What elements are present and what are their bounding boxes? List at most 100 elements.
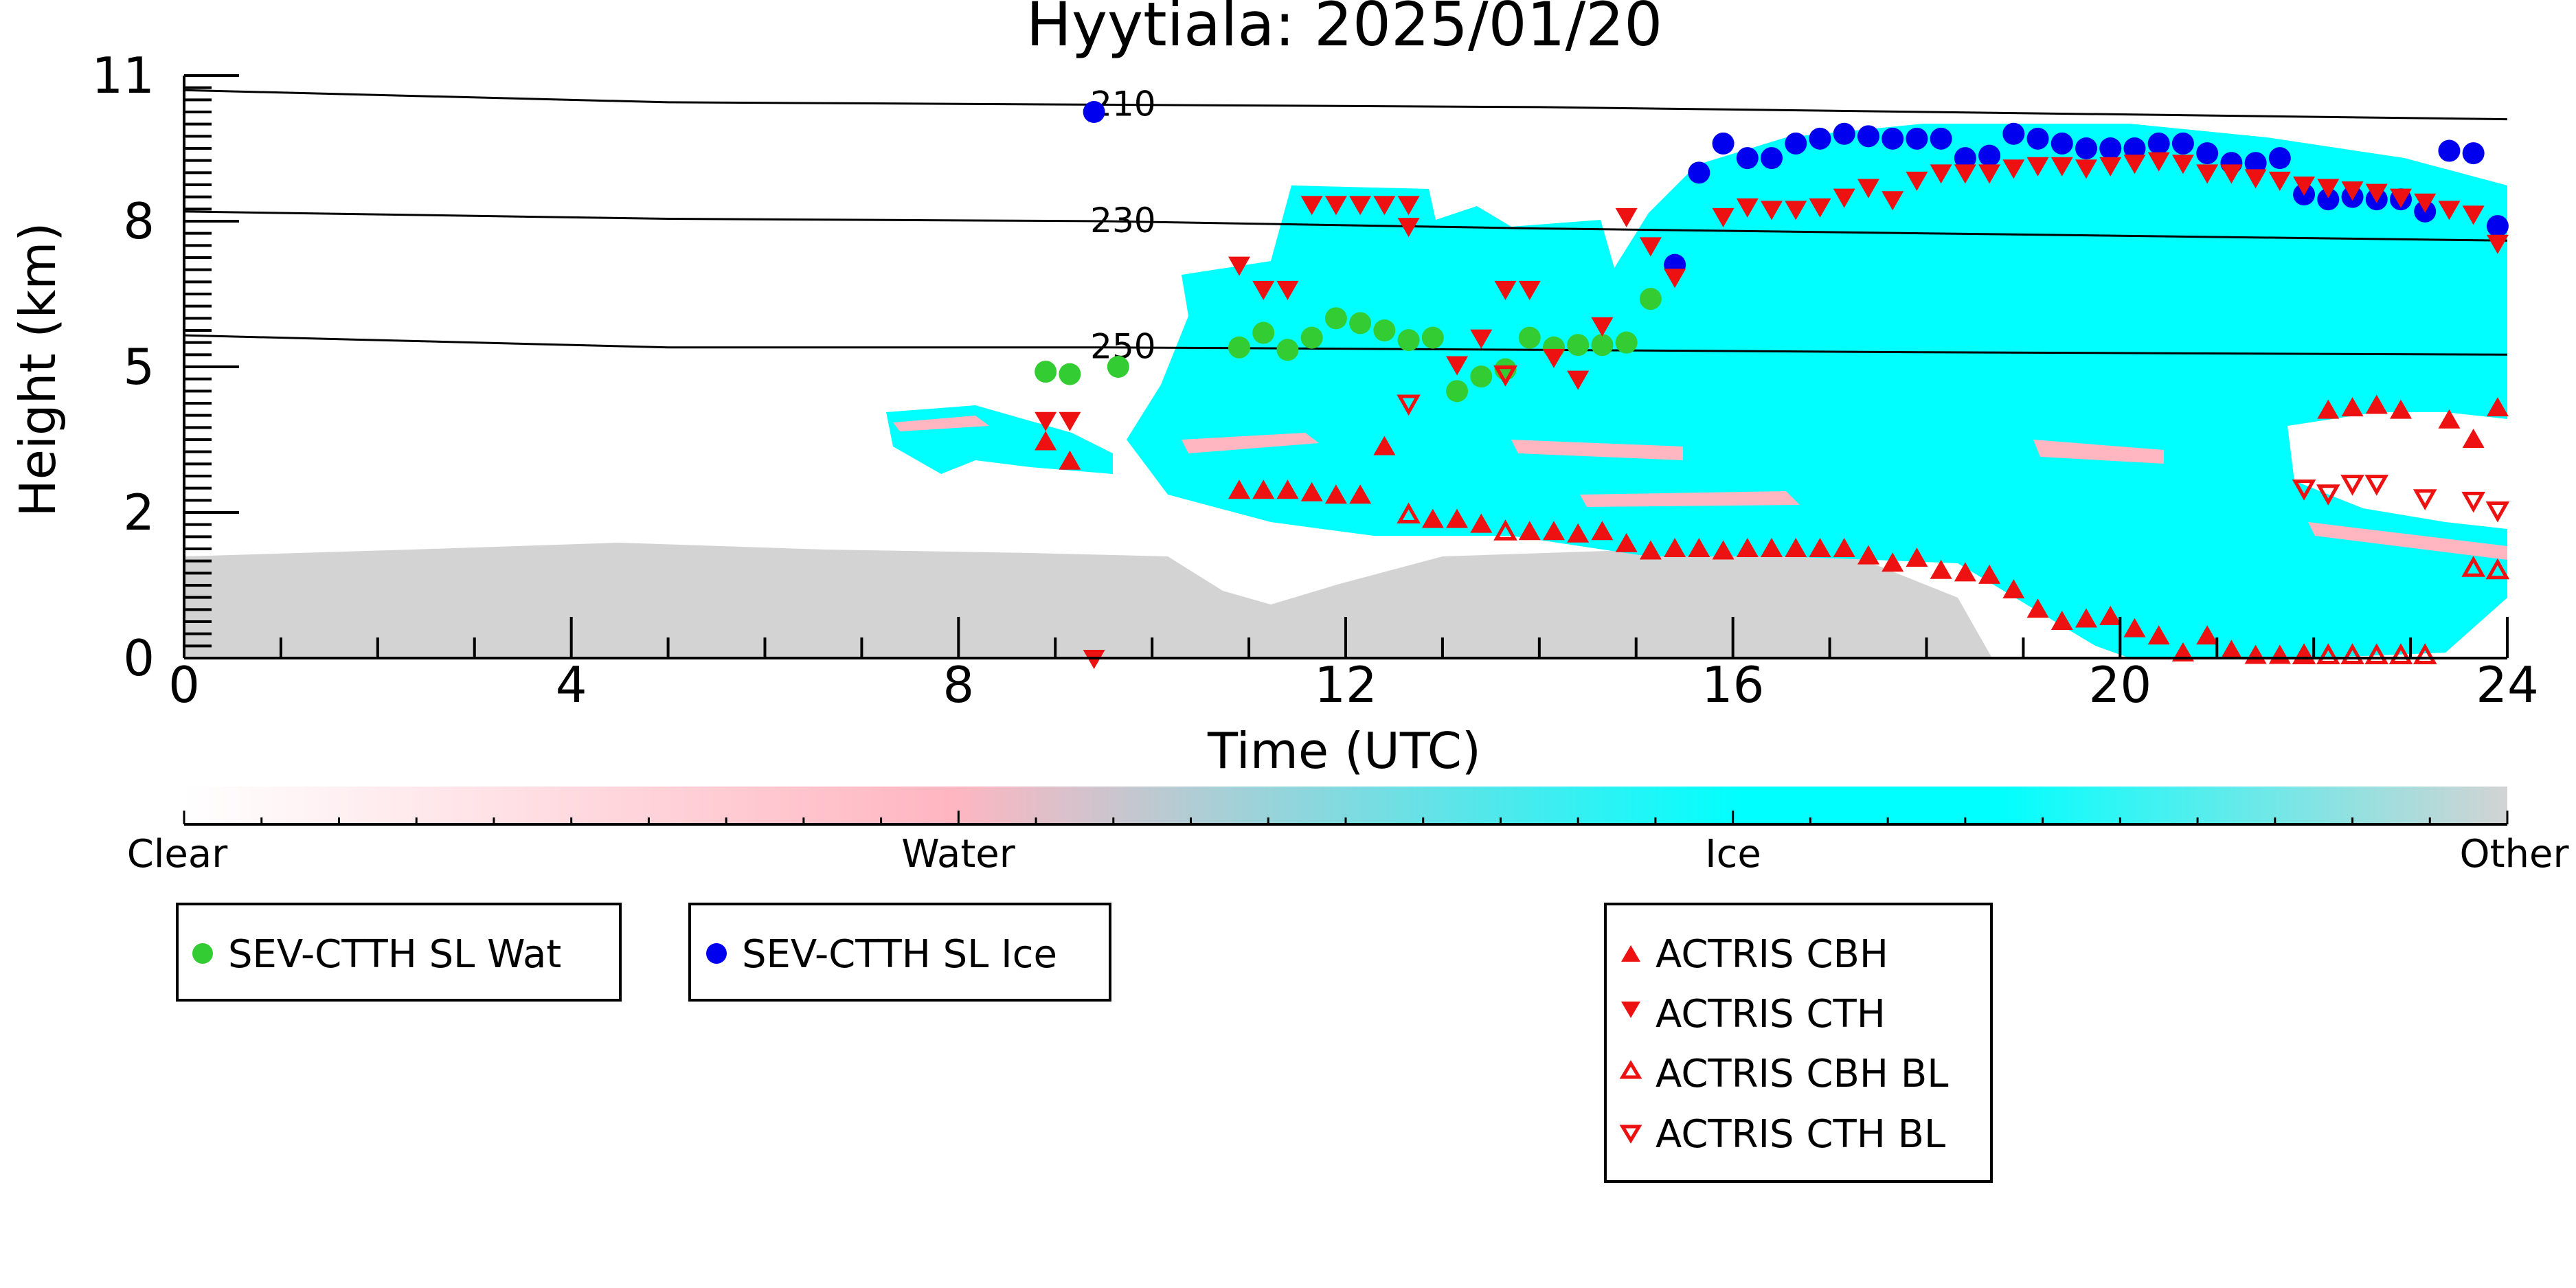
marker-actris-cth	[1228, 256, 1250, 276]
clear-hole	[2287, 412, 2507, 529]
marker-actris-cth	[2026, 157, 2049, 177]
water-layer-6	[2308, 522, 2507, 560]
marker-sev-ctth-sl-wat	[1252, 321, 1275, 344]
marker-actris-cth	[2244, 169, 2267, 189]
marker-actris-cth	[2147, 152, 2170, 172]
ice-class-region-left	[886, 405, 1113, 474]
marker-actris-cth-bl	[2340, 475, 2364, 496]
marker-actris-cth	[1978, 164, 2001, 184]
classification-background	[184, 124, 2507, 658]
marker-sev-ctth-sl-ice	[1736, 147, 1759, 170]
marker-actris-cth	[1882, 191, 1904, 211]
marker-actris-cbh	[1978, 564, 2001, 584]
marker-actris-cbh	[1930, 559, 1952, 579]
marker-actris-cbh	[1591, 521, 1614, 541]
marker-actris-cth	[2341, 181, 2364, 201]
marker-actris-cbh	[2317, 399, 2340, 419]
marker-sev-ctth-sl-wat	[1397, 329, 1420, 352]
marker-actris-cbh	[1615, 532, 1638, 552]
marker-actris-cth	[1324, 196, 1347, 216]
marker-actris-cbh	[1059, 450, 1081, 470]
marker-actris-cth-bl	[1493, 365, 1517, 387]
classification-colorbar: Clear Water Ice Other	[127, 787, 2569, 877]
legend-label-actris-cth: ACTRIS CTH	[1656, 992, 1886, 1037]
marker-sev-ctth-sl-ice	[2196, 142, 2219, 165]
legend-box-sev-ice	[688, 903, 1111, 1002]
y-axis-label: Height (km)	[9, 223, 67, 517]
legend-actris: ACTRIS CBH ACTRIS CTH ACTRIS CBH BL ACTR…	[1604, 903, 1993, 1183]
legend-sev-ice: SEV-CTTH SL Ice	[688, 903, 1111, 1002]
x-tick-label: 20	[2089, 656, 2152, 714]
x-tick-label: 24	[2476, 656, 2539, 714]
legend-sev-wat: SEV-CTTH SL Wat	[176, 903, 622, 1002]
contour-line-230	[183, 210, 2508, 242]
marker-actris-cth	[1518, 280, 1541, 300]
marker-sev-ctth-sl-wat	[1639, 288, 1662, 310]
marker-actris-cth	[1664, 269, 1686, 289]
marker-actris-cbh	[1833, 538, 1855, 557]
marker-sev-ctth-sl-wat	[1567, 334, 1590, 357]
legend-marker-actris-cbh-bl	[1619, 1060, 1642, 1079]
marker-actris-cbh	[2341, 397, 2364, 417]
marker-actris-cbh	[2075, 608, 2098, 628]
marker-actris-cth	[1736, 198, 1759, 218]
y-tick-label: 5	[123, 338, 155, 396]
marker-sev-ctth-sl-wat	[1373, 319, 1396, 341]
marker-actris-cth	[1373, 196, 1396, 216]
marker-sev-ctth-sl-ice	[1954, 147, 1976, 170]
axes: 0 4 8 12 16 20 24 0 2 5 8 11	[91, 47, 2538, 714]
marker-actris-cth	[1397, 218, 1420, 238]
marker-sev-ctth-sl-ice	[2462, 142, 2485, 165]
marker-actris-cth	[2123, 155, 2146, 174]
marker-actris-cth-bl	[2461, 491, 2485, 513]
marker-actris-cth	[2317, 179, 2340, 199]
marker-actris-cth-bl	[2292, 479, 2316, 501]
marker-actris-cth	[2268, 171, 2291, 191]
marker-sev-ctth-sl-ice	[2171, 132, 2194, 155]
marker-actris-cth	[1591, 317, 1614, 337]
marker-actris-cth	[1397, 196, 1420, 216]
marker-actris-cth	[2293, 177, 2316, 196]
marker-sev-ctth-sl-ice	[2002, 122, 2025, 145]
marker-actris-cbh	[1785, 538, 1807, 557]
legend-box-sev-wat	[176, 903, 622, 1002]
marker-sev-ctth-sl-ice	[2317, 188, 2340, 211]
marker-actris-cth	[1639, 237, 1662, 257]
marker-actris-cth	[1615, 207, 1638, 227]
marker-actris-cbh-bl	[2485, 558, 2510, 580]
marker-sev-ctth-sl-ice	[1712, 132, 1735, 155]
marker-sev-ctth-sl-wat	[1446, 380, 1469, 403]
marker-sev-ctth-sl-wat	[1107, 356, 1129, 378]
marker-actris-cth	[1833, 188, 1855, 208]
x-tick-label: 16	[1702, 656, 1765, 714]
marker-actris-cth	[2486, 234, 2509, 254]
marker-sev-ctth-sl-ice	[1930, 127, 1952, 150]
marker-actris-cth-bl	[2485, 501, 2510, 523]
legend-label-actris-cbh-bl: ACTRIS CBH BL	[1656, 1052, 1948, 1096]
marker-actris-cth	[1276, 280, 1299, 300]
marker-actris-cbh	[1761, 538, 1783, 557]
contour-label-230: 230	[1090, 201, 1155, 240]
marker-actris-cbh-bl	[2461, 556, 2485, 577]
water-layer-4	[1580, 491, 1800, 507]
marker-actris-cth	[1470, 329, 1493, 349]
legend-marker-actris-cth	[1621, 1002, 1640, 1018]
x-ticks: 0 4 8 12 16 20 24	[168, 617, 2539, 714]
marker-actris-cbh	[1542, 521, 1565, 541]
marker-sev-ctth-sl-ice	[1083, 101, 1105, 123]
marker-actris-cth	[1761, 201, 1783, 221]
legend-label-sev-wat: SEV-CTTH SL Wat	[228, 932, 561, 977]
marker-actris-cth	[1035, 411, 1057, 431]
marker-actris-cth	[1809, 198, 1831, 218]
legend-marker-actris-cth-bl	[1619, 1125, 1642, 1144]
y-tick-label: 11	[91, 47, 155, 104]
marker-sev-ctth-sl-ice	[1785, 132, 1807, 155]
marker-sev-ctth-sl-ice	[1761, 147, 1783, 170]
marker-actris-cth	[2002, 159, 2025, 179]
marker-sev-ctth-sl-ice	[2438, 139, 2461, 162]
marker-actris-cth	[1252, 280, 1275, 300]
marker-sev-ctth-sl-ice	[2244, 152, 2267, 174]
marker-actris-cbh	[1349, 484, 1372, 504]
marker-actris-cbh	[1421, 508, 1444, 528]
marker-actris-cth	[1059, 411, 1081, 431]
